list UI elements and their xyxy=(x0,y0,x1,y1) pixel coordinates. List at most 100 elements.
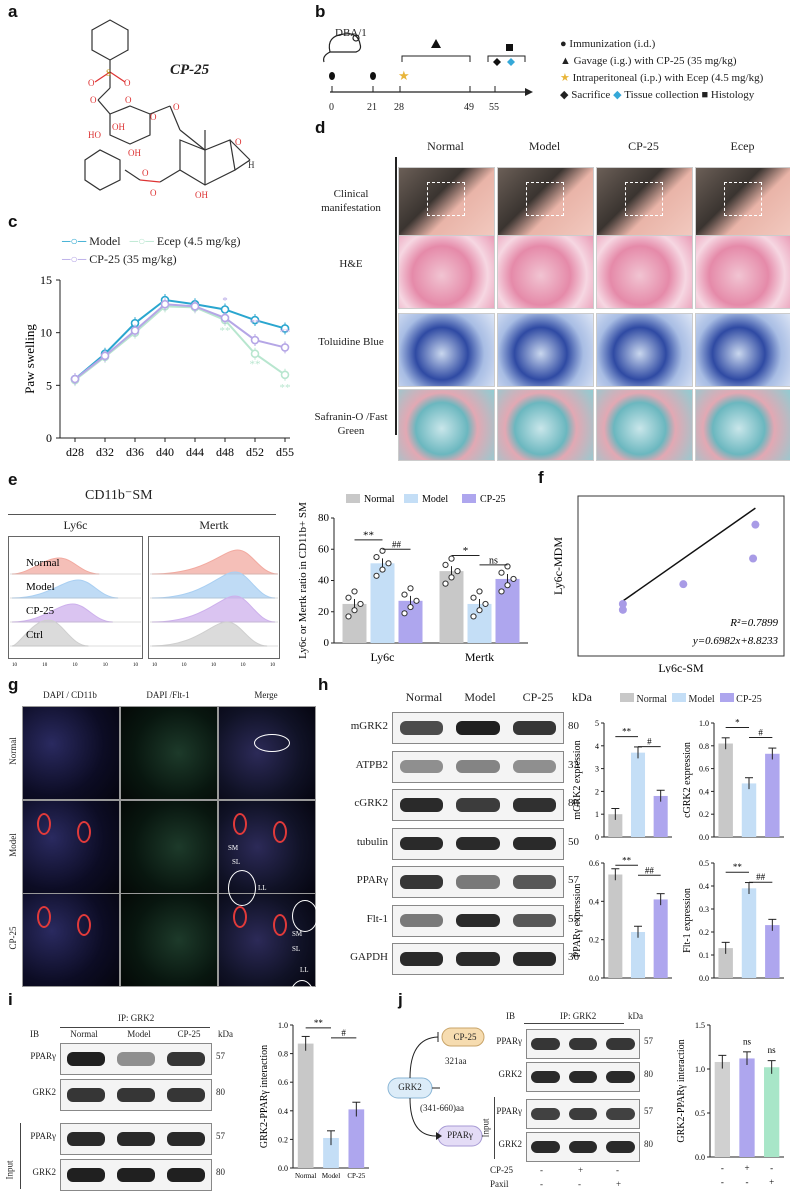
blot-row-label: GRK2 xyxy=(498,1069,522,1079)
y-tick-label: 3 xyxy=(595,765,599,774)
plot-frame xyxy=(577,495,785,657)
bar xyxy=(297,1043,314,1168)
panel-label-f: f xyxy=(538,468,544,487)
kda-value: 55 xyxy=(568,912,579,925)
data-point xyxy=(448,555,455,562)
y-axis-label: Paw swelling xyxy=(22,324,37,394)
region-outline xyxy=(290,980,314,1012)
svg-text:★: ★ xyxy=(398,68,410,83)
data-point xyxy=(345,594,352,601)
kda-header: kDa xyxy=(628,1011,643,1021)
blot-band xyxy=(399,913,443,928)
treatment-tick: + xyxy=(744,1163,749,1173)
svg-text:S: S xyxy=(106,68,111,78)
blot-row-label: GRK2 xyxy=(498,1139,522,1149)
histology-image xyxy=(398,167,495,237)
blot-band xyxy=(399,798,443,812)
data-point xyxy=(100,351,110,361)
blot-row-label: tubulin xyxy=(356,835,388,848)
ip-rule xyxy=(524,1023,624,1024)
x-tick-label: Ly6c xyxy=(371,650,395,664)
legend-label: Model xyxy=(422,494,448,505)
bar xyxy=(718,743,733,837)
histology-image xyxy=(497,235,594,309)
diagram-321aa: 321aa xyxy=(445,1056,467,1066)
x-tick-label: d52 xyxy=(246,445,264,459)
y-tick-label: 2 xyxy=(595,787,599,796)
treatment-value: - xyxy=(540,1179,543,1189)
data-point xyxy=(476,607,483,614)
blot-band xyxy=(67,1132,105,1146)
zoom-box xyxy=(724,182,762,216)
svg-text:28: 28 xyxy=(394,102,404,113)
y-tick-label: 0.3 xyxy=(699,905,709,914)
x-tick-label: d55 xyxy=(276,445,294,459)
hist-axis-tick: 10 xyxy=(133,663,139,668)
svg-text:O: O xyxy=(90,95,97,105)
treatment-tick: + xyxy=(769,1177,774,1187)
data-point xyxy=(379,566,386,573)
data-point xyxy=(407,603,414,611)
hist-axis-tick: 10 xyxy=(270,663,276,668)
blot-band xyxy=(399,721,443,735)
significance-mark: ** xyxy=(280,382,291,394)
blot-band xyxy=(117,1052,155,1066)
grk2-pparg-chart-i: 0.0 0.2 0.4 0.6 0.8 1.0 GRK2-PPARγ interaction… xyxy=(259,1018,369,1180)
treatment-tick: - xyxy=(770,1163,773,1173)
y-tick-label: 0.4 xyxy=(278,1107,288,1116)
x-tick-label: Model xyxy=(322,1172,340,1180)
hist-row-label: CP-25 xyxy=(26,605,55,617)
blot-band xyxy=(456,875,500,889)
significance-mark: * xyxy=(222,295,228,307)
blot-band xyxy=(513,721,557,735)
significance-mark: ** xyxy=(280,326,291,338)
diamond-blue-icon: ◆ xyxy=(613,89,622,101)
y-tick-label: 0.0 xyxy=(699,833,709,842)
bar xyxy=(495,578,520,643)
blot-row-label: cGRK2 xyxy=(354,797,388,809)
bar xyxy=(653,795,668,837)
blot-band xyxy=(456,836,500,851)
paw-legend: ─○─ Model ─○─ Ecep (4.5 mg/kg) ─○─ CP-25… xyxy=(62,234,241,266)
sig-label: * xyxy=(735,718,740,728)
region-tag: LL xyxy=(300,966,309,974)
y-tick-label: 0.0 xyxy=(699,974,709,983)
svg-text:H: H xyxy=(248,160,255,170)
significance-mark: ** xyxy=(250,359,261,371)
data-point xyxy=(618,605,627,614)
bar xyxy=(739,1058,755,1157)
histology-image xyxy=(497,167,594,237)
blot-row-label: PPARγ xyxy=(496,1036,522,1046)
if-image xyxy=(22,706,120,800)
blot-band xyxy=(399,759,443,774)
hist-axis-tick: 10 xyxy=(42,663,48,668)
if-image xyxy=(22,893,120,987)
y-tick-label: 1.0 xyxy=(699,719,709,728)
sig-label: # xyxy=(758,728,763,738)
binding-diagram xyxy=(387,1027,485,1147)
svg-text:O: O xyxy=(150,112,157,122)
x-tick-label: d40 xyxy=(156,445,174,459)
ip-rule xyxy=(60,1027,210,1028)
sig-label: ns xyxy=(743,1036,752,1046)
zoom-box xyxy=(526,182,564,216)
blot-strip xyxy=(60,1043,212,1075)
blot-strip xyxy=(392,750,564,783)
y-tick-label: 0.0 xyxy=(589,974,599,983)
blot-band xyxy=(167,1052,205,1066)
y-tick-label: 0.5 xyxy=(695,1109,705,1118)
bar xyxy=(630,752,646,837)
legend-swatch-model xyxy=(672,693,687,702)
data-point xyxy=(401,591,408,598)
panel-label-d: d xyxy=(315,118,326,137)
blot-strip xyxy=(392,904,564,937)
svg-text:OH: OH xyxy=(128,148,141,158)
treatment-value: + xyxy=(616,1179,622,1189)
blot-strip xyxy=(392,712,564,744)
mgrk2-chart: 0 1 2 3 4 5 mGRK2 expression ** # xyxy=(572,719,672,842)
fit-line xyxy=(622,507,756,602)
sig-label: ns xyxy=(768,1045,777,1055)
data-point xyxy=(160,299,170,309)
col-title-normal: Normal xyxy=(427,139,464,153)
